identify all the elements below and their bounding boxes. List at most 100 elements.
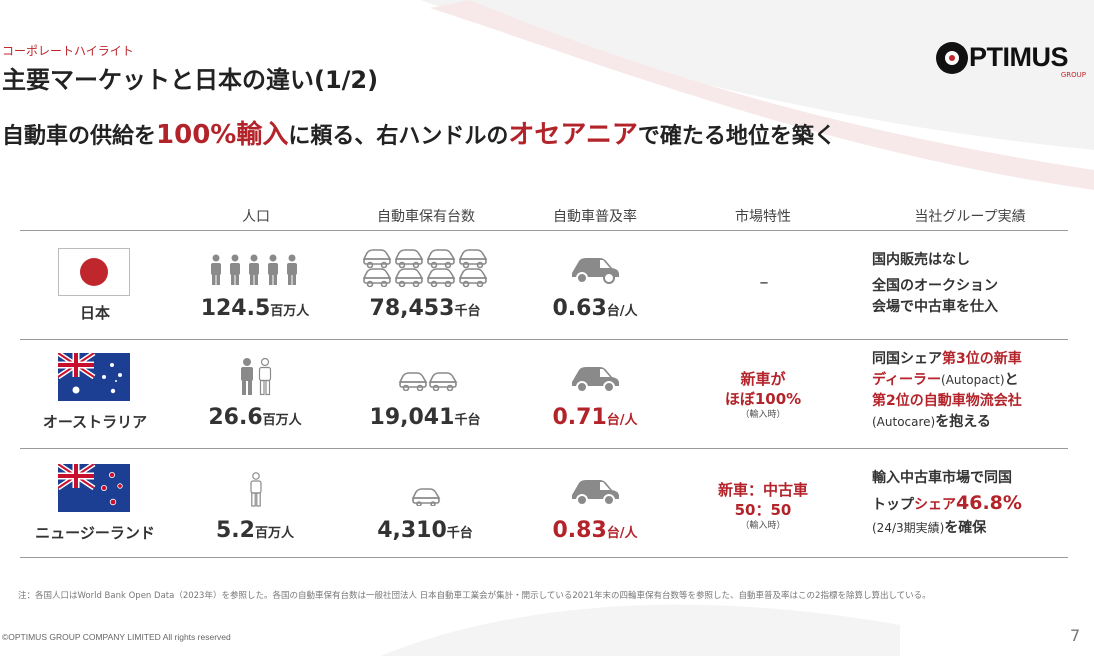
vehicles-unit: 千台 bbox=[454, 304, 481, 319]
performance-line: 会場で中古車を仕入 bbox=[872, 299, 998, 315]
vehicles-unit: 千台 bbox=[446, 526, 473, 541]
subtitle-text: で確たる地位を築く bbox=[637, 124, 836, 149]
japan-flag bbox=[58, 248, 130, 296]
market-note: （輸入時） bbox=[740, 521, 786, 531]
new-zealand-flag bbox=[58, 464, 130, 512]
population-number: 26.6 bbox=[208, 405, 263, 430]
performance-big-number: 46.8% bbox=[956, 492, 1022, 514]
market-characteristic: 新車：中古車 50：50 （輸入時） bbox=[688, 480, 838, 532]
vehicles-value: 4,310千台 bbox=[350, 518, 500, 543]
market-line: ほぼ100% bbox=[724, 390, 802, 408]
performance-highlight: 第3位の新車 bbox=[942, 351, 1022, 367]
subtitle-text: に頼る、右ハンドルの bbox=[288, 124, 509, 149]
group-performance: 同国シェア第3位の新車 ディーラー(Autopact)と 第2位の自動車物流会社… bbox=[872, 349, 1072, 433]
market-characteristic: – bbox=[759, 272, 769, 293]
column-header: 自動車保有台数 bbox=[377, 209, 475, 225]
performance-text: と bbox=[1004, 372, 1019, 388]
table-row: 日本 124.5百万人 bbox=[20, 238, 1068, 338]
performance-small: (Autocare) bbox=[872, 415, 936, 429]
optimus-logo: PTIMUS GROUP bbox=[936, 40, 1086, 80]
table-rule bbox=[20, 448, 1068, 449]
performance-text: 同国シェア bbox=[872, 351, 942, 367]
column-header: 人口 bbox=[242, 209, 270, 225]
subtitle-text: 自動車の供給を bbox=[2, 124, 157, 149]
market-line: 50：50 bbox=[734, 501, 792, 519]
rate-number: 0.83 bbox=[552, 518, 607, 543]
population-number: 5.2 bbox=[216, 518, 255, 543]
page-number: 7 bbox=[1070, 626, 1081, 645]
section-eyebrow: コーポレートハイライト bbox=[2, 44, 134, 58]
people-icon bbox=[211, 254, 297, 285]
person-icon bbox=[250, 472, 262, 507]
market-note: （輸入時） bbox=[740, 410, 786, 420]
car-icon bbox=[572, 258, 619, 284]
table-rule bbox=[20, 230, 1068, 231]
table-rule bbox=[20, 339, 1068, 340]
group-performance: 輸入中古車市場で同国 トップシェア46.8% (24/3期実績)を確保 bbox=[872, 468, 1072, 539]
performance-text: トップ bbox=[872, 497, 914, 513]
performance-line: 国内販売はなし bbox=[872, 252, 970, 268]
country-name: 日本 bbox=[79, 304, 110, 322]
vehicles-value: 19,041千台 bbox=[350, 405, 500, 430]
rate-value: 0.71台/人 bbox=[525, 405, 665, 430]
rate-number: 0.63 bbox=[552, 296, 607, 321]
rate-number: 0.71 bbox=[552, 405, 607, 430]
population-value: 5.2百万人 bbox=[190, 518, 320, 543]
cars-icon bbox=[362, 249, 488, 287]
rate-unit: 台/人 bbox=[606, 526, 638, 541]
footnote: 注：各国人口はWorld Bank Open Data（2023年）を参照した。… bbox=[18, 591, 931, 601]
country-name: オーストラリア bbox=[42, 413, 148, 431]
car-icon bbox=[572, 480, 619, 506]
column-header: 自動車普及率 bbox=[553, 209, 637, 225]
cars-icon bbox=[398, 372, 458, 391]
performance-line: (24/3期実績)を確保 bbox=[872, 518, 1072, 539]
population-number: 124.5 bbox=[200, 296, 271, 321]
performance-highlight: シェア bbox=[914, 497, 956, 513]
vehicles-number: 4,310 bbox=[377, 518, 447, 543]
population-icon-group bbox=[206, 254, 306, 286]
performance-text: を抱える bbox=[935, 414, 991, 430]
table-row: オーストラリア 26.6百万人 19,041千台 0.71台/人 bbox=[20, 347, 1068, 447]
market-line: 新車が bbox=[740, 370, 786, 388]
country-name: ニュージーランド bbox=[35, 524, 155, 542]
performance-line: (Autocare)を抱える bbox=[872, 412, 1072, 433]
copyright: ©OPTIMUS GROUP COMPANY LIMITED All right… bbox=[2, 632, 231, 642]
performance-line: 同国シェア第3位の新車 bbox=[872, 349, 1072, 370]
population-value: 124.5百万人 bbox=[190, 296, 320, 321]
logo-o-mark bbox=[936, 42, 968, 74]
rate-unit: 台/人 bbox=[606, 304, 638, 319]
australia-flag bbox=[58, 353, 130, 401]
table-row: ニュージーランド 5.2百万人 4,310千台 0.83台/人 新車：中古車 5… bbox=[20, 456, 1068, 556]
logo-wordmark: PTIMUS bbox=[969, 42, 1069, 72]
performance-small: (24/3期実績) bbox=[872, 521, 945, 535]
population-unit: 百万人 bbox=[254, 526, 294, 541]
page-title: 主要マーケットと日本の違い(1/2) bbox=[2, 66, 379, 94]
vehicles-unit: 千台 bbox=[454, 413, 481, 428]
performance-text: を確保 bbox=[944, 520, 987, 536]
rate-value: 0.63台/人 bbox=[525, 296, 665, 321]
performance-small: (Autopact) bbox=[941, 373, 1005, 387]
subtitle-highlight: 100%輸入 bbox=[156, 120, 289, 150]
rate-value: 0.83台/人 bbox=[525, 518, 665, 543]
table-rule bbox=[20, 557, 1068, 558]
performance-line: 全国のオークション bbox=[872, 278, 998, 294]
population-unit: 百万人 bbox=[270, 304, 310, 319]
vehicle-icon-group bbox=[356, 244, 496, 288]
column-header: 市場特性 bbox=[735, 209, 791, 225]
performance-highlight: ディーラー bbox=[872, 372, 942, 388]
performance-line: トップシェア46.8% bbox=[872, 493, 1072, 516]
group-performance: 国内販売はなし 全国のオークション 会場で中古車を仕入 bbox=[872, 250, 1072, 318]
vehicles-value: 78,453千台 bbox=[350, 296, 500, 321]
market-line: 新車：中古車 bbox=[717, 481, 808, 499]
performance-line: ディーラー(Autopact)と bbox=[872, 370, 1072, 391]
car-outline-icon bbox=[412, 488, 441, 506]
population-value: 26.6百万人 bbox=[190, 405, 320, 430]
performance-line: 輸入中古車市場で同国 bbox=[872, 470, 1012, 486]
car-icon bbox=[572, 367, 619, 393]
people-icon bbox=[241, 357, 272, 396]
subtitle-highlight: オセアニア bbox=[508, 120, 638, 150]
vehicles-number: 19,041 bbox=[369, 405, 455, 430]
vehicles-number: 78,453 bbox=[369, 296, 455, 321]
performance-line: 第2位の自動車物流会社 bbox=[872, 393, 1022, 409]
page-subtitle: 自動車の供給を100%輸入に頼る、右ハンドルのオセアニアで確たる地位を築く bbox=[2, 114, 836, 151]
